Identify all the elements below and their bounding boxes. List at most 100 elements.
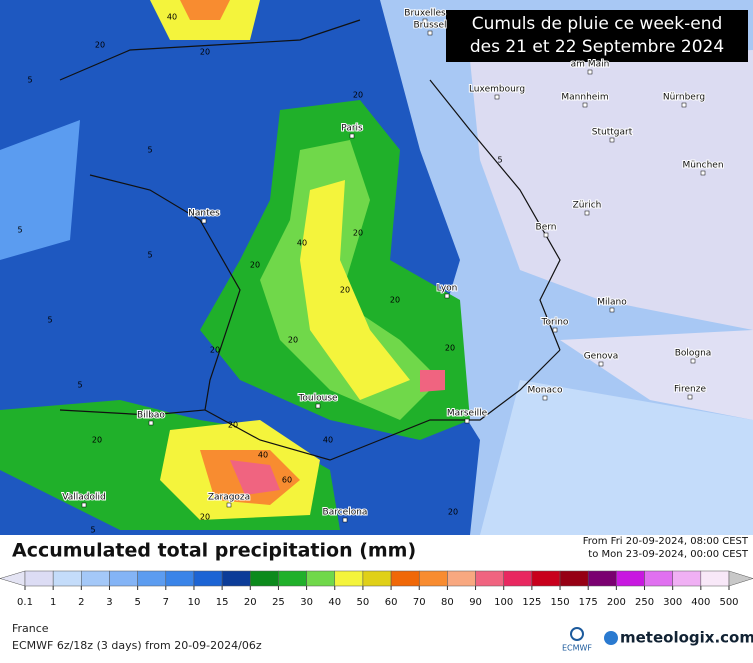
city-marker [444,293,450,299]
contour-label: 5 [17,226,22,235]
legend-swatch [109,570,138,587]
city-label: Monaco [528,386,563,396]
brand-logo [604,631,618,645]
legend-swatch [165,570,195,587]
legend-swatch [616,570,645,587]
legend-value: 40 [328,597,341,608]
map [0,0,753,535]
legend-value: 5 [134,597,140,608]
legend-title: Accumulated total precipitation (mm) [12,540,416,562]
legend-swatch [503,570,533,587]
legend-swatch [137,570,167,587]
city-marker [690,358,696,364]
contour-label: 5 [147,251,152,260]
legend-value: 30 [300,597,313,608]
rain-peak [180,0,230,20]
city-label: Stuttgart [592,128,633,138]
legend-swatch [193,570,223,587]
city-label: Zürich [573,201,602,211]
legend-swatch [52,570,82,587]
city-marker [226,502,232,508]
dry-land [470,50,753,330]
contour-label: 20 [228,421,238,430]
city-marker [598,361,604,367]
city-label: Toulouse [297,394,338,404]
region: France [12,622,49,635]
contour-label: 20 [250,261,260,270]
contour-label: 60 [282,476,292,485]
legend-value: 175 [579,597,598,608]
legend-value: 15 [216,597,229,608]
city-label: Torino [541,318,569,328]
contour-label: 20 [95,41,105,50]
legend-value: 500 [719,597,738,608]
city-label: Lyon [437,284,458,294]
legend-value: 300 [663,597,682,608]
city-marker [681,102,687,108]
contour-label: 40 [258,451,268,460]
borders [59,19,561,461]
city-label: Genova [584,352,619,362]
legend-swatch [250,570,279,587]
overlay-title: des 21 et 22 Septembre 2024 [470,37,724,57]
legend-swatch [24,570,54,587]
legend-value: 60 [385,597,398,608]
city-label: Nürnberg [663,93,705,103]
city-marker [349,133,355,139]
legend-swatch [362,570,392,587]
period-from: From Fri 20-09-2024, 08:00 CEST [583,536,749,547]
legend-swatch [278,570,307,587]
city-marker [315,403,321,409]
dry-land [560,330,753,420]
city-label: Paris [341,124,363,134]
contour-label: 40 [167,13,177,22]
city-label: Brussel [414,21,447,31]
period-to: to Mon 23-09-2024, 00:00 CEST [588,549,749,560]
legend-value: 3 [106,597,112,608]
contour-label: 5 [27,76,32,85]
legend-arrow [728,570,753,587]
contour-label: 20 [92,436,102,445]
legend-swatch [587,570,617,587]
legend-value: 70 [413,597,426,608]
city-label: Mannheim [561,93,608,103]
contour-label: 20 [288,336,298,345]
legend-value: 250 [635,597,654,608]
contour-label: 40 [323,436,333,445]
city-marker [687,394,693,400]
city-marker [464,418,470,424]
contour-label: 20 [390,296,400,305]
legend-swatch [418,570,448,587]
contour-label: 20 [448,508,458,517]
legend-value: 200 [607,597,626,608]
city-marker [609,307,615,313]
legend-swatch [81,570,110,587]
city-label: Marseille [447,409,488,419]
city-label: Bruxelles [404,9,446,19]
model-info: ECMWF 6z/18z (3 days) from 20-09-2024/06… [12,639,262,652]
city-marker [494,94,500,100]
legend-value: 0.1 [17,597,33,608]
legend-value: 50 [357,597,370,608]
contour-label: 5 [47,316,52,325]
city-marker [542,395,548,401]
legend-swatch [306,570,336,587]
legend-swatch [644,570,673,587]
city-marker [584,210,590,216]
rain-band [260,140,440,420]
city-marker [422,18,428,24]
contour-label: 20 [353,229,363,238]
legend-value: 25 [272,597,285,608]
legend-swatch [559,570,589,587]
legend-value: 80 [441,597,454,608]
rain-core [300,180,410,400]
overlay-box [446,10,748,62]
city-marker [700,170,706,176]
legend-swatch [447,570,476,587]
ecmwf-logo [570,627,584,641]
contour-label: 20 [445,344,455,353]
city-label: Barcelona [323,508,368,518]
rain-peak [230,460,280,495]
overlay-title: Cumuls de pluie ce week-end [472,14,723,34]
